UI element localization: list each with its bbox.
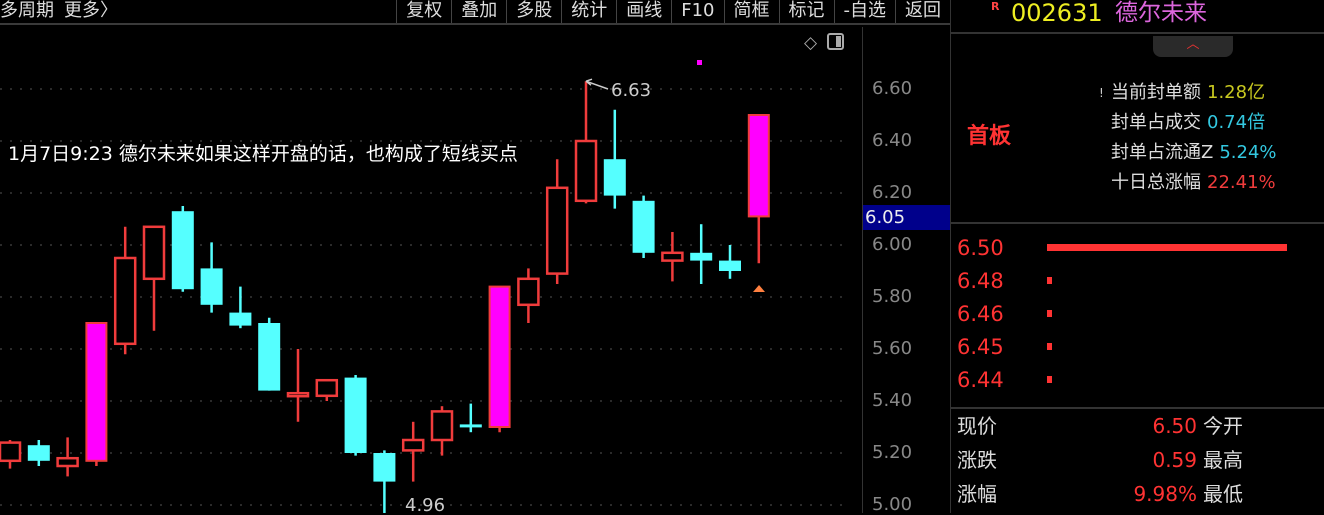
candle-body-down [459,424,482,428]
candle-body-down [258,323,281,391]
candle-body-down [690,252,713,261]
candle-body-up [661,251,684,262]
candle-body-up [142,225,166,281]
low-price-label: 4.96 [405,495,445,513]
candle-body-up [315,378,339,398]
diamond-icon[interactable]: ◇ [804,33,818,53]
current-price-tag: 6.05 [863,205,950,230]
toolbar-button-draw[interactable]: 画线 [616,0,671,23]
candle-body-up [286,391,310,398]
candle-body-limit-up [747,114,770,218]
candle-body-limit-up [85,322,108,462]
toolbar-button-multi-stock[interactable]: 多股 [506,0,561,23]
toolbar-button-back[interactable]: 返回 [895,0,950,23]
toolbar-button-overlay[interactable]: 叠加 [451,0,506,23]
orderbook-price: 6.46 [957,302,1004,326]
stat-seal-vs-volume: 封单占成交 0.74倍 [1111,112,1266,133]
chevron-up-icon: ︿ [1186,37,1200,52]
candle-body-up [0,441,22,463]
orderbook-price: 6.48 [957,269,1004,293]
candle-body-down [27,445,50,461]
toolbar-button-f10[interactable]: F10 [671,0,723,23]
more-button[interactable]: 更多〉 [64,0,118,21]
stat-seal-amount: 当前封单额 1.28亿 [1111,82,1266,103]
signal-marker [697,60,702,65]
candle-body-limit-up [488,285,511,428]
axis-divider [862,27,863,513]
candle-body-up [517,277,540,307]
collapse-button[interactable]: ︿ [1153,36,1233,57]
y-tick-label: 5.80 [872,286,913,307]
candle-body-down [229,312,252,326]
stat-ten-day-gain: 十日总涨幅 22.41% [1111,172,1276,193]
y-tick-label: 6.40 [872,130,913,151]
candle-body-down [344,377,367,453]
candle-body-down [632,200,655,253]
candle-body-up [56,456,79,468]
multi-period-button[interactable]: 多周期 [0,0,54,21]
y-tick-label: 6.20 [872,182,913,203]
candle-body-down [200,268,223,305]
toolbar-button-mark[interactable]: 标记 [778,0,834,23]
candle-body-down [171,211,194,290]
quote-row-change-pct: 涨幅 9.98% 最低 [957,482,1243,506]
candlestick-chart[interactable]: 6.63 4.96 [0,27,862,513]
orderbook-volume-bar [1047,310,1052,317]
stock-name: 德尔未来 [1115,0,1207,26]
orderbook-price: 6.50 [957,236,1004,260]
quote-row-change: 涨跌 0.59 最高 [957,448,1243,472]
candle-body-up [430,410,454,442]
toolbar-button-simple-frame[interactable]: 简框 [723,0,779,23]
orderbook-price: 6.44 [957,368,1004,392]
r-badge: R [991,0,1000,13]
y-tick-label: 5.20 [872,442,913,463]
buy-signal-triangle [753,285,765,292]
candle-body-up [574,139,598,203]
chart-annotation: 1月7日9:23 德尔未来如果这样开盘的话，也构成了短线买点 [8,143,518,165]
board-label: 首板 [967,124,1012,149]
orderbook-volume-bar [1047,376,1052,383]
toolbar-button-statistics[interactable]: 统计 [561,0,616,23]
stock-header: R 002631 德尔未来 [951,0,1324,34]
right-panel: R 002631 德尔未来 ︿ 首板 ! 当前封单额 1.28亿 封单占成交 0.7… [950,0,1324,513]
candle-body-down [603,159,626,196]
y-tick-label: 6.00 [872,234,913,255]
pin-icon: ! [1099,86,1104,100]
candle-body-down [719,260,741,271]
candle-body-up [113,256,137,346]
candle-body-up [545,186,569,275]
y-tick-label: 5.00 [872,494,913,515]
toolbar-button-remove-watchlist[interactable]: -自选 [833,0,896,23]
panel-toggle-icon[interactable] [827,33,845,50]
orderbook-volume-bar [1047,244,1287,251]
y-tick-label: 5.60 [872,338,913,359]
stat-seal-vs-float: 封单占流通Z 5.24% [1111,142,1277,163]
high-price-label: 6.63 [611,80,651,101]
y-tick-label: 5.40 [872,390,913,411]
candle-body-down [373,453,396,482]
y-tick-label: 6.60 [872,78,913,99]
candle-body-up [401,438,425,452]
orderbook-price: 6.45 [957,335,1004,359]
toolbar-button-restore-rights[interactable]: 复权 [396,0,451,23]
stock-code: 002631 [1011,0,1103,27]
orderbook-volume-bar [1047,343,1052,350]
high-arrow [585,78,609,90]
toolbar: 多周期 更多〉 复权 叠加 多股 统计 画线 F10 简框 标记 -自选 返回 [0,0,950,25]
orderbook-volume-bar [1047,277,1052,284]
quote-row-price: 现价 6.50 今开 [957,414,1243,438]
